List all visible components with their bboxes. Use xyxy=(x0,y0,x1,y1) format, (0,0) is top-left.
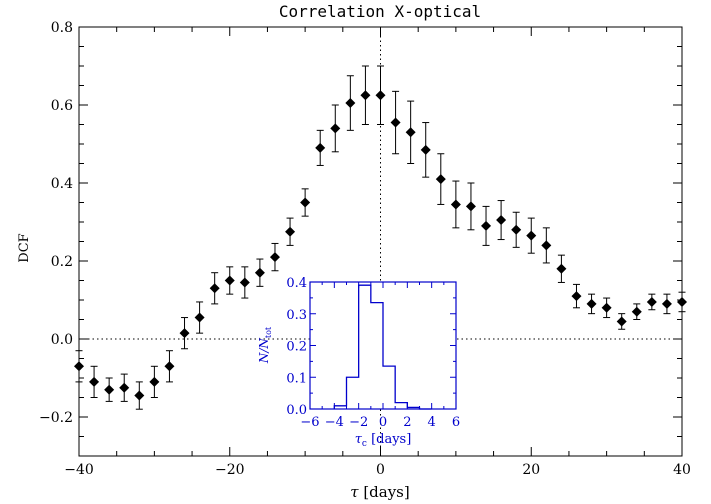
data-point-marker xyxy=(269,252,280,263)
inset-y-subscript: tot xyxy=(264,326,273,338)
inset-y-tick-label: 0.2 xyxy=(286,340,307,355)
data-point-marker xyxy=(435,174,446,185)
inset-histogram-bars xyxy=(333,284,432,410)
data-point-marker xyxy=(315,142,326,153)
data-point-marker xyxy=(134,390,145,401)
data-point-marker xyxy=(239,277,250,288)
data-point-marker xyxy=(465,201,476,212)
data-point-marker xyxy=(375,90,386,101)
data-point-marker xyxy=(254,267,265,278)
y-axis-label: DCF xyxy=(17,233,32,262)
data-point-marker xyxy=(496,215,507,226)
data-point-marker xyxy=(209,283,220,294)
x-tick-label: 40 xyxy=(673,462,691,478)
y-tick-label: 0.2 xyxy=(51,254,73,270)
inset-x-tick-label: −4 xyxy=(325,415,344,430)
data-point-marker xyxy=(481,220,492,231)
data-point-marker xyxy=(119,382,130,393)
data-point-marker xyxy=(556,263,567,274)
inset-x-tick-label: 0 xyxy=(379,415,387,430)
data-point-marker xyxy=(74,361,84,372)
data-point-marker xyxy=(646,296,657,307)
chart-title: Correlation X-optical xyxy=(279,2,481,21)
data-point-marker xyxy=(616,316,627,327)
data-point-marker xyxy=(511,224,522,235)
data-point-marker xyxy=(390,117,401,128)
main-axes: −40 −20 0 20 40−0.20.00.20.40.60.8 xyxy=(39,20,691,478)
inset-y-n: N/N xyxy=(257,338,271,365)
data-point-marker xyxy=(586,298,597,309)
data-point-marker xyxy=(224,275,235,286)
inset-x-tick-label: 4 xyxy=(428,415,436,430)
inset-x-tick-label: 2 xyxy=(403,415,411,430)
y-tick-label: 0.8 xyxy=(51,20,73,36)
data-point-marker xyxy=(601,302,612,313)
inset-x-tick-label: 6 xyxy=(452,415,460,430)
data-point-marker xyxy=(405,127,416,138)
y-tick-label: 0.0 xyxy=(51,332,73,348)
data-point-marker xyxy=(450,199,461,210)
inset-histogram: −6 −4 −2 0 2 4 6 0.0 0.1 0.2 0.3 0.4 τc [days] N/Nt… xyxy=(257,276,460,449)
inset-y-axis-label: N/Ntot xyxy=(257,326,273,364)
y-tick-label: 0.6 xyxy=(51,98,73,114)
data-point-marker xyxy=(149,376,160,387)
x-tick-label: −20 xyxy=(215,462,245,478)
inset-x-symbol: τ xyxy=(355,432,363,447)
x-axis-unit: [days] xyxy=(359,483,410,501)
inset-x-axis-label: τc [days] xyxy=(355,432,412,449)
inset-x-subscript: c xyxy=(362,439,367,449)
inset-x-unit: [days] xyxy=(367,432,411,447)
data-point-marker xyxy=(345,98,356,109)
x-tick-label: 0 xyxy=(376,462,385,478)
inset-x-tick-label: −2 xyxy=(349,415,368,430)
x-tick-label: 20 xyxy=(522,462,540,478)
data-point-marker xyxy=(526,230,537,241)
data-point-marker xyxy=(420,144,431,155)
data-point-marker xyxy=(164,361,175,372)
data-point-marker xyxy=(661,298,672,309)
data-point-marker xyxy=(631,306,642,317)
inset-y-tick-label: 0.3 xyxy=(286,308,307,323)
data-point-marker xyxy=(330,123,341,134)
data-point-marker xyxy=(677,296,687,307)
x-axis-symbol: τ xyxy=(350,483,359,501)
y-tick-label: −0.2 xyxy=(39,410,73,426)
inset-y-tick-label: 0.1 xyxy=(286,371,307,386)
data-point-marker xyxy=(179,328,190,339)
inset-y-tick-label: 0.4 xyxy=(286,276,307,291)
inset-x-tick-label: −6 xyxy=(300,415,319,430)
y-tick-label: 0.4 xyxy=(51,176,73,192)
data-point-marker xyxy=(89,376,100,387)
data-point-marker xyxy=(285,226,296,237)
inset-y-tick-label: 0.0 xyxy=(286,403,307,418)
inset-axes: −6 −4 −2 0 2 4 6 0.0 0.1 0.2 0.3 0.4 xyxy=(286,276,460,430)
data-point-marker xyxy=(541,240,552,251)
x-axis-label: τ [days] xyxy=(350,483,410,501)
data-point-marker xyxy=(571,291,582,302)
data-point-marker xyxy=(300,197,311,208)
data-point-marker xyxy=(104,384,115,395)
data-point-marker xyxy=(194,312,205,323)
x-tick-label: −40 xyxy=(64,462,94,478)
data-point-marker xyxy=(360,90,371,101)
main-data-points xyxy=(74,65,687,410)
